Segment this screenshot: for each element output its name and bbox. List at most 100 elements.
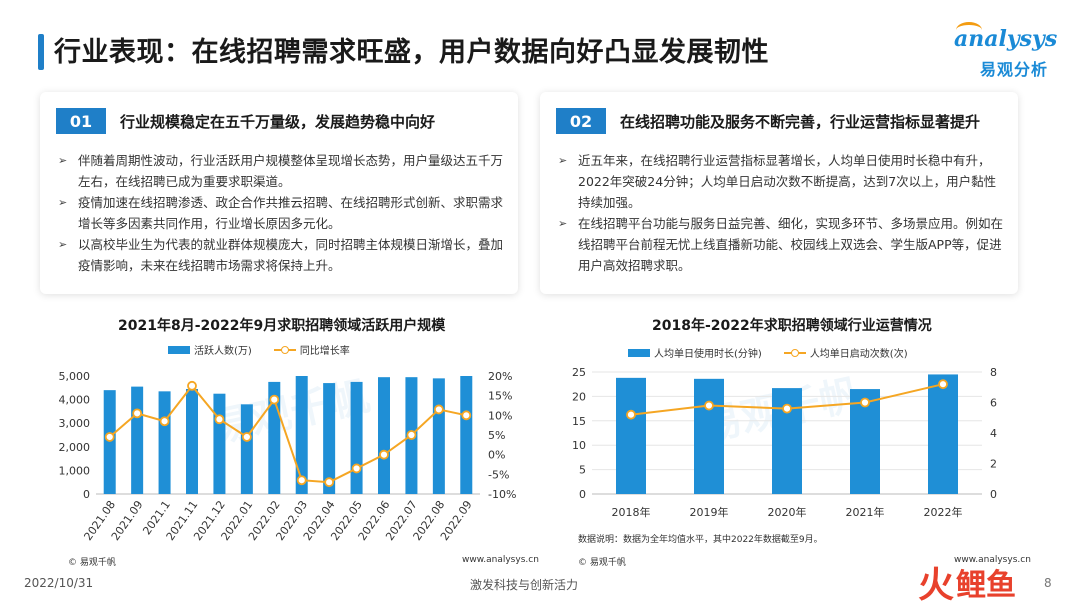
list-item: ➢ 近五年来，在线招聘行业运营指标显著增长，人均单日使用时长稳中有升，2022年突… [554,150,1008,213]
right-chart-source: © 易观千帆 [578,558,626,568]
legend-item: 活跃人数(万) [168,342,252,357]
title-accent-bar [38,34,44,70]
bar [616,377,646,494]
list-item: ➢ 伴随着周期性波动，行业活跃用户规模整体呈现增长态势，用户量级达五千万左右，在线… [54,150,508,192]
line-point [159,416,170,427]
bar [103,390,116,494]
line-point [461,410,472,421]
right-chart-url: www.analysys.cn [954,555,1031,565]
legend-item: 人均单日使用时长(分钟) [628,345,762,360]
list-item: ➢ 以高校毕业生为代表的就业群体规模庞大，同时招聘主体规模日渐增长，叠加疫情影响，… [54,234,508,276]
logo-arc-icon [956,22,982,38]
logo-zh: 易观分析 [980,60,1049,79]
y-tick-label-right: 4 [990,427,997,440]
corner-logo-fish: 鲤鱼 [956,568,1017,603]
x-tick-label: 2019年 [690,505,729,519]
y-tick-label-right: 8 [990,366,997,379]
y-tick-label-right: 15% [488,390,512,403]
y-tick-label-right: 2 [990,458,997,471]
analysys-logo: analysys 易观分析 [954,22,1064,79]
y-tick-label-left: 2,000 [59,441,91,454]
arrow-bullet-icon: ➢ [558,217,568,230]
line-point [938,379,948,390]
line-point [704,400,714,411]
y-tick-label-right: 0 [990,488,997,501]
line-point [269,394,280,405]
y-tick-label-left: 10 [572,439,586,452]
y-tick-label-left: 4,000 [59,394,91,407]
line-swatch-icon [273,345,296,355]
line-point [626,409,636,420]
y-tick-label-right: 5% [488,429,505,442]
left-chart-title: 2021年8月-2022年9月求职招聘领域活跃用户规模 [118,318,446,334]
line-point [187,380,197,391]
card-title: 行业规模稳定在五千万量级，发展趋势稳中向好 [120,112,436,131]
card-industry-scale: 01 行业规模稳定在五千万量级，发展趋势稳中向好 ➢ 伴随着周期性波动，行业活跃用… [40,92,518,294]
page-number: 8 [1044,576,1052,590]
card-title: 在线招聘功能及服务不断完善，行业运营指标显著提升 [620,112,981,131]
y-tick-label-right: 0% [488,449,505,462]
line-point [104,432,115,442]
footer-date: 2022/10/31 [24,576,94,590]
right-chart-title: 2018年-2022年求职招聘领域行业运营情况 [652,318,932,334]
y-tick-label-left: 3,000 [59,417,91,430]
y-tick-label-left: 5,000 [59,370,91,383]
x-tick-label: 2021年 [846,505,885,519]
corner-brand-logo: 火 鲤鱼 [918,560,1028,606]
legend-item: 人均单日启动次数(次) [783,345,908,360]
card-bullet-list: ➢ 伴随着周期性波动，行业活跃用户规模整体呈现增长态势，用户量级达五千万左右，在线… [54,150,508,276]
card-number-badge: 01 [56,108,106,134]
corner-logo-fire: 火 [918,565,955,606]
card-operations: 02 在线招聘功能及服务不断完善，行业运营指标显著提升 ➢ 近五年来，在线招聘行业… [540,92,1018,294]
line-point [433,404,444,415]
bar-swatch-icon [168,345,190,354]
series-line [109,384,467,484]
x-tick-label: 2020年 [768,505,807,519]
right-chart-legend: 人均单日使用时长(分钟) 人均单日启动次数(次) [628,345,930,360]
list-item: ➢ 在线招聘平台功能与服务日益完善、细化，实现多环节、多场景应用。例如在线招聘平台… [554,213,1008,276]
legend-item: 同比增长率 [273,342,350,357]
bar [694,378,724,494]
card-header: 02 在线招聘功能及服务不断完善，行业运营指标显著提升 [556,108,980,134]
line-point [214,414,225,425]
left-chart-url: www.analysys.cn [462,555,539,565]
bar [323,383,336,494]
y-tick-label-right: 6 [990,397,997,410]
card-number-badge: 02 [556,108,606,134]
y-tick-label-left: 5 [579,464,586,477]
line-point [132,408,143,419]
bar [460,376,473,494]
card-header: 01 行业规模稳定在五千万量级，发展趋势稳中向好 [56,108,435,134]
y-tick-label-right: 20% [488,370,512,383]
bar-swatch-icon [628,348,650,357]
y-tick-label-left: 20 [572,390,586,403]
bar [928,374,958,494]
list-item: ➢ 疫情加速在线招聘渗透、政企合作共推云招聘、在线招聘形式创新、求职需求增长等多因… [54,192,508,234]
x-tick-label: 2022年 [924,505,963,519]
arrow-bullet-icon: ➢ [58,196,68,209]
bar [378,377,390,494]
line-point [379,449,389,460]
x-tick-label: 2018年 [612,505,651,519]
card-bullet-list: ➢ 近五年来，在线招聘行业运营指标显著增长，人均单日使用时长稳中有升，2022年突… [554,150,1008,276]
line-point [351,463,362,474]
line-point [860,397,870,408]
y-tick-label-left: 0 [579,488,586,501]
line-point [296,475,307,486]
y-tick-label-left: 25 [572,366,586,379]
y-tick-label-left: 0 [83,488,90,501]
left-chart-legend: 活跃人数(万) 同比增长率 [168,342,372,357]
line-point [406,430,417,440]
line-point [241,432,252,442]
logo-en: analysys [954,26,1058,52]
line-swatch-icon [783,348,806,358]
arrow-bullet-icon: ➢ [558,154,568,167]
footer-slogan: 激发科技与创新活力 [470,578,579,592]
right-chart-note: 数据说明：数据为全年均值水平，其中2022年数据截至9月。 [578,535,823,545]
line-point [324,477,335,488]
bar [186,388,198,494]
arrow-bullet-icon: ➢ [58,154,68,167]
y-tick-label-right: -10% [488,488,516,501]
